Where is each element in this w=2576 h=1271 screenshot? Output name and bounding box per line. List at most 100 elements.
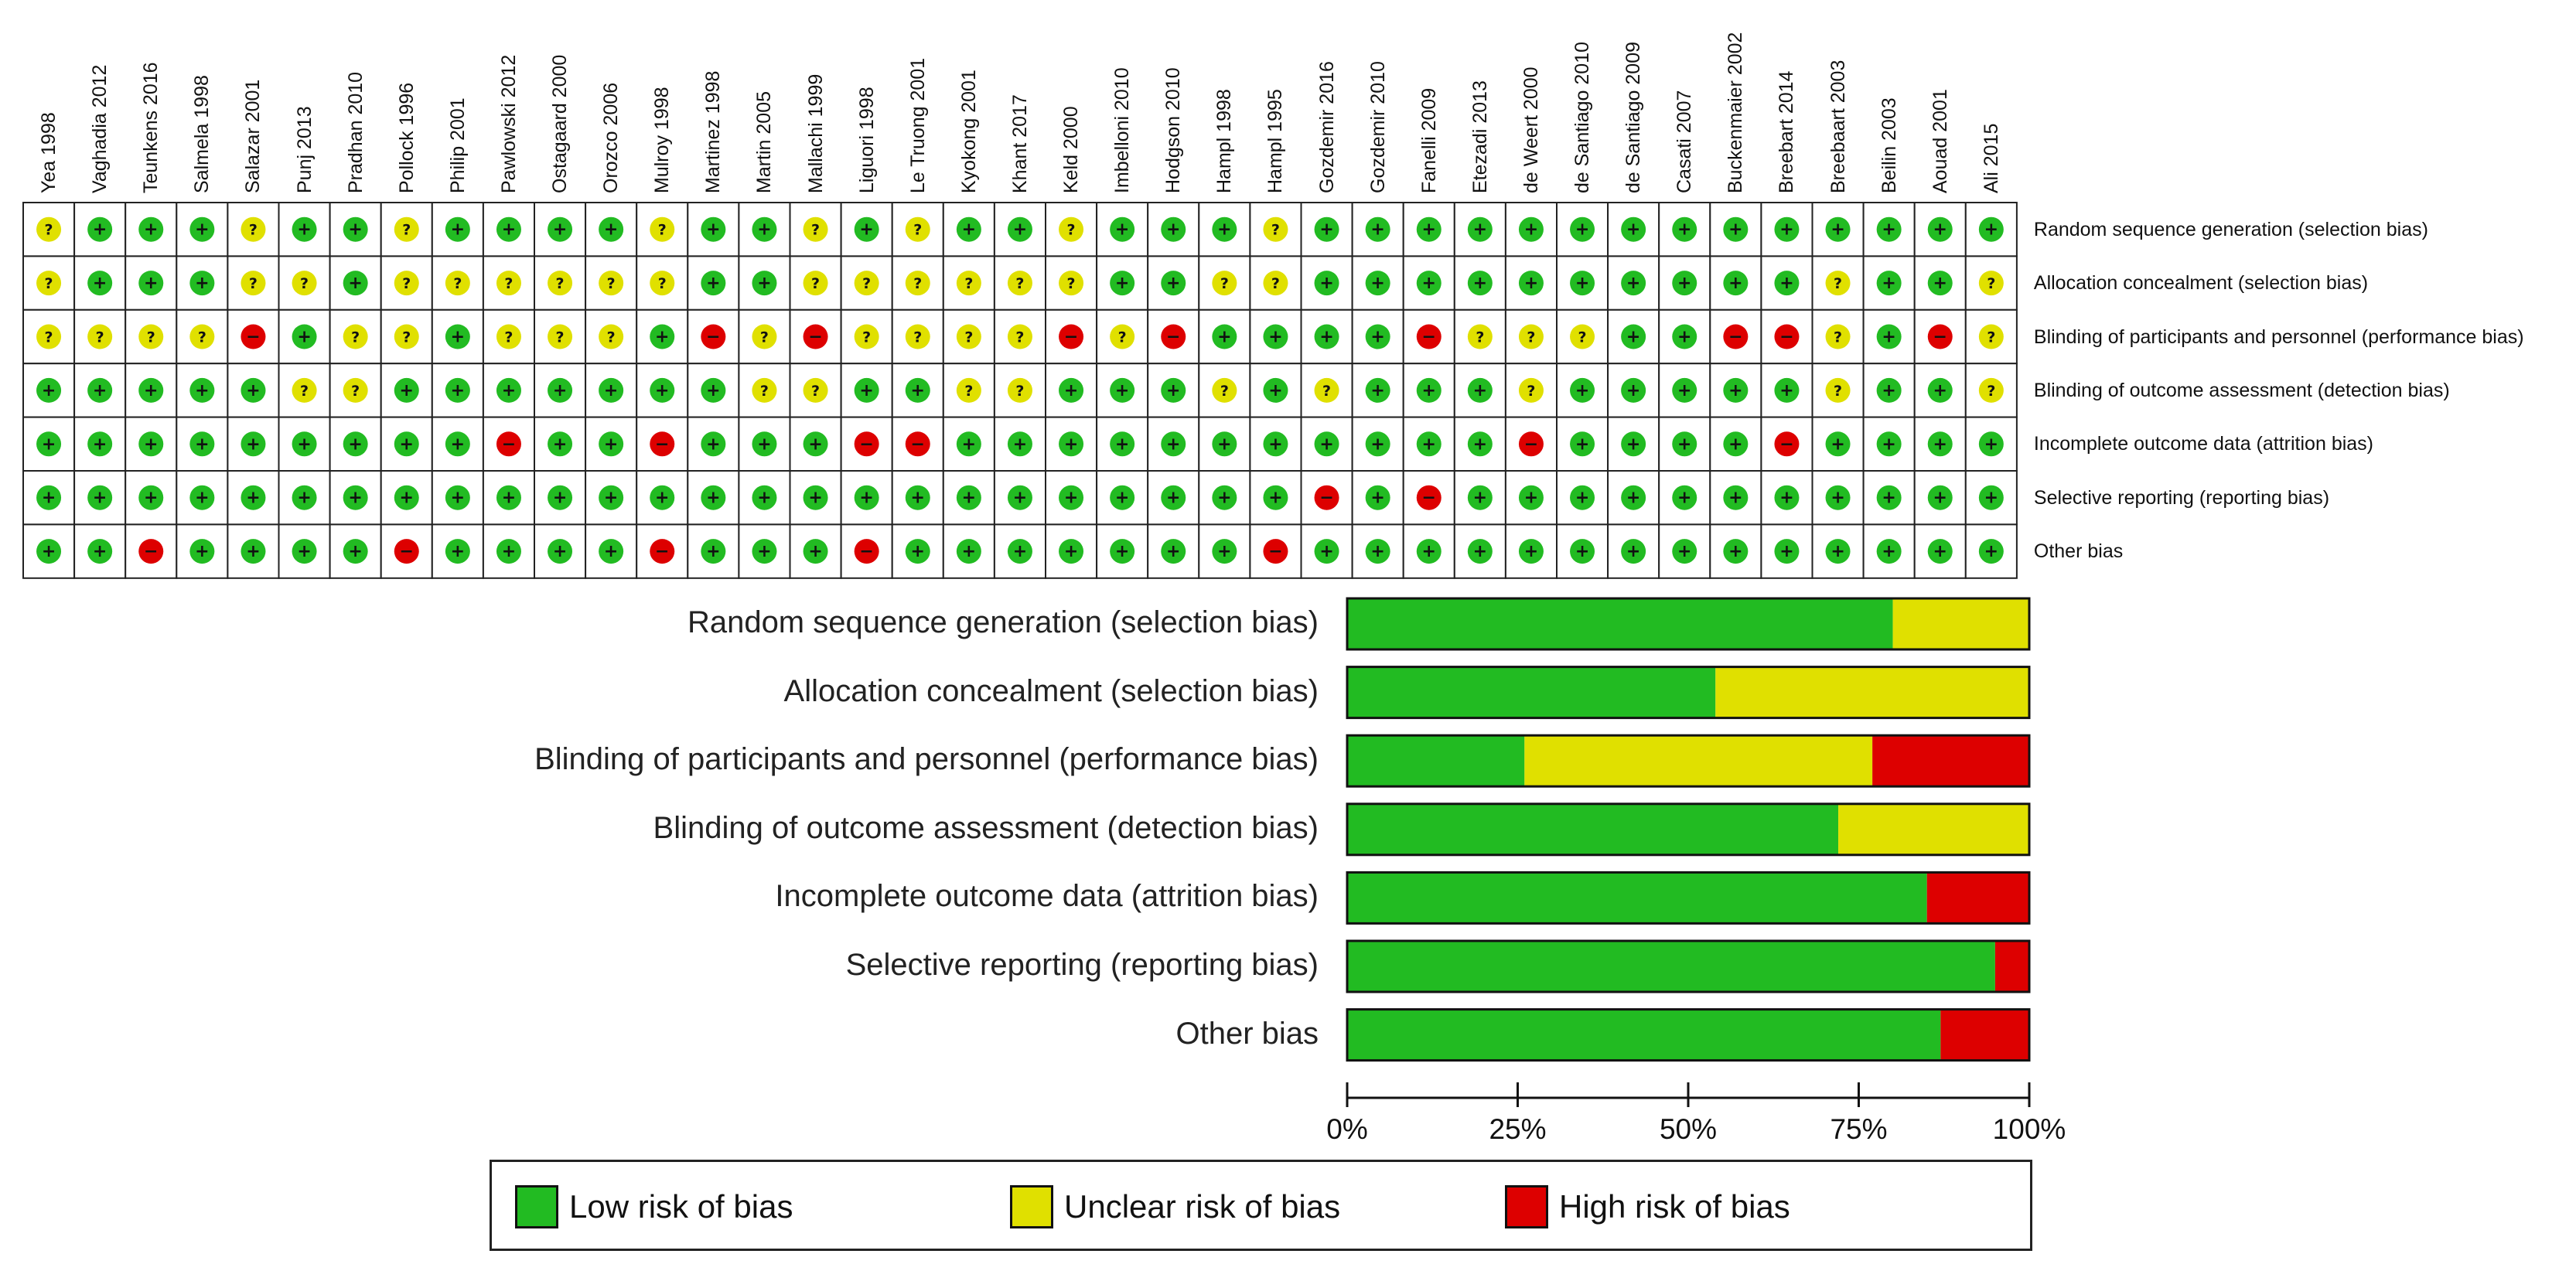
risk-symbol: + [195, 489, 209, 508]
risk-symbol: + [1268, 434, 1282, 454]
risk-symbol: + [1524, 274, 1538, 293]
risk-symbol: + [1575, 381, 1589, 400]
risk-symbol: + [655, 489, 669, 508]
unclear-risk-dot [1825, 271, 1851, 296]
risk-symbol: + [911, 381, 925, 400]
risk-symbol: ? [45, 329, 53, 346]
summary-domain-label: Selective reporting (reporting bias) [2033, 486, 2330, 509]
low-risk-dot [445, 324, 470, 349]
risk-symbol: + [962, 542, 976, 561]
risk-symbol: + [757, 274, 771, 293]
risk-symbol: + [962, 489, 976, 508]
risk-symbol: ? [1987, 275, 1995, 292]
low-risk-dot [1161, 431, 1186, 457]
risk-symbol: + [604, 220, 618, 240]
risk-symbol: + [1728, 542, 1742, 561]
risk-symbol: + [1370, 434, 1384, 454]
risk-symbol: + [246, 489, 260, 508]
bar-category-label: Blinding of outcome assessment (detectio… [653, 810, 1319, 845]
low-risk-dot [548, 431, 573, 457]
low-risk-dot [1876, 271, 1902, 296]
summary-domain-label: Allocation concealment (selection bias) [2033, 272, 2369, 295]
unclear-risk-dot [1570, 324, 1595, 349]
bar-segment-low [1347, 1009, 1941, 1061]
low-risk-dot [599, 431, 624, 457]
unclear-risk-dot [496, 324, 521, 349]
low-risk-dot [1007, 431, 1032, 457]
risk-symbol: + [1319, 274, 1333, 293]
low-risk-dot [1059, 431, 1084, 457]
risk-symbol: + [1575, 274, 1589, 293]
bar-segment-low [1347, 803, 1839, 855]
risk-symbol: + [859, 381, 873, 400]
risk-symbol: − [1166, 328, 1180, 347]
risk-symbol: ? [1271, 222, 1280, 239]
low-risk-dot [1365, 271, 1390, 296]
summary-cell [1760, 202, 1813, 257]
risk-symbol: + [1115, 220, 1129, 240]
low-risk-dot [189, 377, 215, 403]
risk-symbol: ? [96, 329, 104, 346]
risk-symbol: + [1677, 381, 1691, 400]
low-risk-dot [956, 539, 981, 564]
risk-symbol: + [451, 489, 465, 508]
risk-symbol: ? [147, 329, 155, 346]
summary-cell [22, 470, 76, 526]
risk-symbol: + [911, 542, 925, 561]
low-risk-dot [343, 216, 368, 242]
summary-cell [789, 202, 842, 257]
risk-symbol: + [1370, 220, 1384, 240]
unclear-risk-dot [1059, 271, 1084, 296]
summary-cell [1402, 202, 1455, 257]
risk-symbol: + [246, 434, 260, 454]
low-risk-dot [1059, 485, 1084, 510]
unclear-risk-dot [1314, 377, 1339, 403]
risk-symbol: + [42, 542, 56, 561]
risk-symbol: − [1422, 328, 1436, 347]
low-risk-dot [87, 431, 113, 457]
low-risk-dot [87, 539, 113, 564]
unclear-risk-dot [394, 216, 419, 242]
risk-symbol: + [1422, 381, 1436, 400]
risk-symbol: + [246, 542, 260, 561]
risk-symbol: ? [811, 222, 820, 239]
risk-symbol: + [1677, 220, 1691, 240]
risk-symbol: + [1575, 542, 1589, 561]
low-risk-dot [445, 539, 470, 564]
unclear-risk-dot [752, 377, 777, 403]
risk-symbol: + [1422, 542, 1436, 561]
low-risk-dot [87, 377, 113, 403]
risk-symbol: + [1319, 220, 1333, 240]
risk-symbol: + [451, 220, 465, 240]
low-risk-dot [189, 485, 215, 510]
risk-symbol: + [706, 542, 720, 561]
low-risk-dot [1518, 485, 1544, 510]
unclear-risk-dot [1007, 271, 1032, 296]
risk-symbol: ? [862, 329, 871, 346]
risk-symbol: + [1882, 274, 1895, 293]
risk-symbol: + [1984, 489, 1998, 508]
unclear-risk-dot [189, 324, 215, 349]
risk-symbol: + [808, 489, 822, 508]
low-risk-dot [1927, 485, 1953, 510]
risk-symbol: + [1064, 489, 1078, 508]
high-risk-dot [1774, 431, 1800, 457]
unclear-risk-dot [1978, 377, 2004, 403]
bar-category-label: Other bias [1175, 1016, 1319, 1051]
bar-frame [1346, 939, 2031, 993]
risk-symbol: + [1933, 542, 1947, 561]
low-risk-dot [445, 485, 470, 510]
risk-symbol: + [1882, 542, 1895, 561]
risk-symbol: + [1268, 489, 1282, 508]
risk-symbol: + [1677, 274, 1691, 293]
risk-symbol: + [400, 489, 414, 508]
bar-segment-low [1347, 598, 1893, 649]
low-risk-dot [138, 485, 164, 510]
risk-symbol: + [1779, 381, 1793, 400]
unclear-risk-dot [241, 216, 266, 242]
low-risk-dot [87, 271, 113, 296]
low-risk-dot [1110, 271, 1135, 296]
low-risk-dot [1723, 377, 1749, 403]
risk-symbol: + [451, 434, 465, 454]
risk-symbol: + [1319, 434, 1333, 454]
